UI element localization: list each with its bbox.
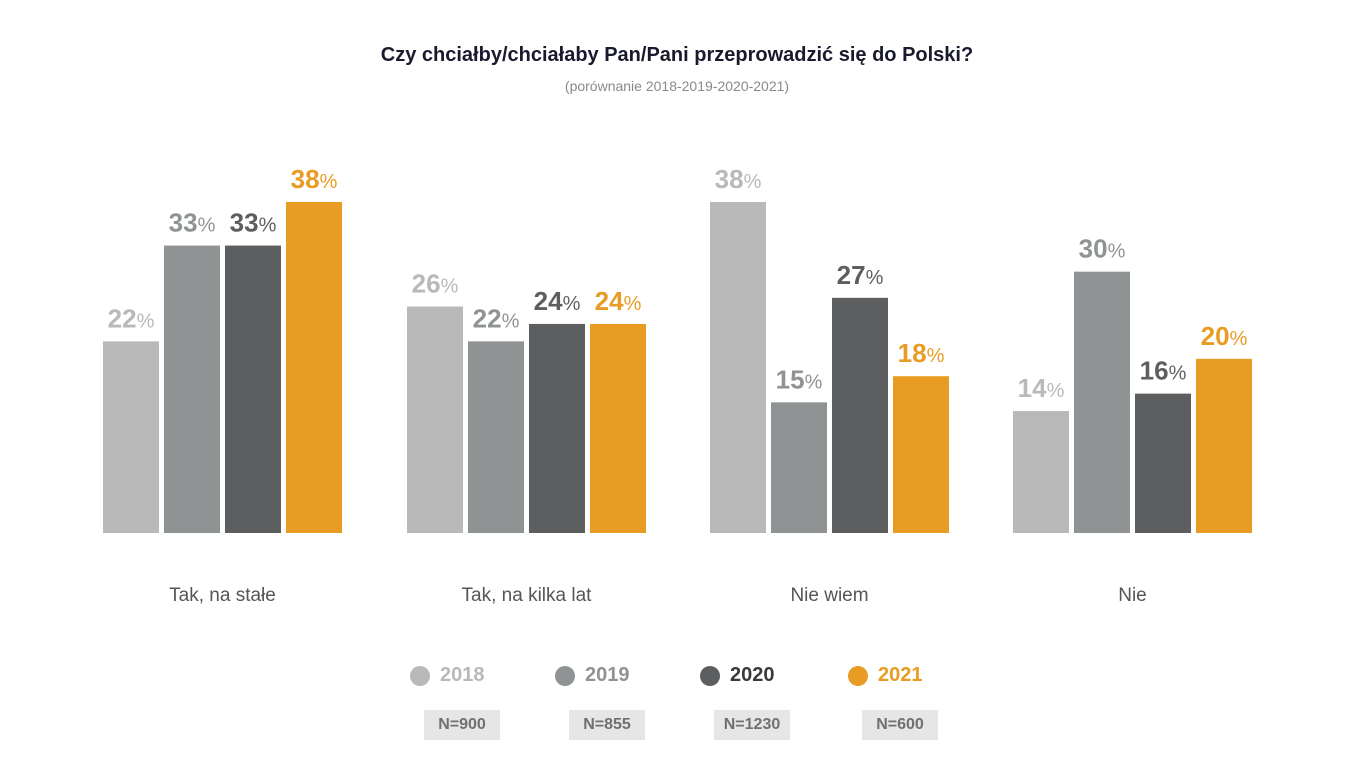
data-label-2021-1: 38% xyxy=(291,164,338,194)
legend-item-2018: 2018 N=900 xyxy=(410,660,560,770)
data-label-2018-1: 22% xyxy=(108,303,155,333)
bar-2021-4 xyxy=(1196,358,1252,533)
legend: 2018 N=900 2019 N=855 2020 N=1230 2021 N=600 xyxy=(0,660,1354,770)
legend-sample-size: N=855 xyxy=(569,710,645,740)
data-label-2018-2: 26% xyxy=(412,269,459,299)
data-label-2019-3: 15% xyxy=(776,364,823,394)
bar-2021-3 xyxy=(893,376,949,533)
legend-item-2021: 2021 N=600 xyxy=(848,660,998,770)
category-label-4: Nie xyxy=(1118,585,1147,606)
legend-item-2020: 2020 N=1230 xyxy=(700,660,850,770)
legend-item-2019: 2019 N=855 xyxy=(555,660,705,770)
category-label-2: Tak, na kilka lat xyxy=(462,585,593,606)
legend-dot-icon xyxy=(555,666,575,686)
bar-2019-3 xyxy=(771,402,827,533)
bar-2019-1 xyxy=(164,245,220,534)
data-label-2020-3: 27% xyxy=(837,260,884,290)
data-label-2021-3: 18% xyxy=(898,338,945,368)
category-label-3: Nie wiem xyxy=(790,585,868,606)
legend-label: 2020 xyxy=(730,664,775,686)
data-label-2020-2: 24% xyxy=(534,286,581,316)
data-label-2020-1: 33% xyxy=(230,208,277,238)
data-label-2021-2: 24% xyxy=(595,286,642,316)
bar-2018-4 xyxy=(1013,411,1069,533)
category-label-1: Tak, na stałe xyxy=(169,585,276,606)
data-label-2018-3: 38% xyxy=(715,164,762,194)
legend-dot-icon xyxy=(848,666,868,686)
legend-label: 2019 xyxy=(585,664,630,686)
legend-dot-icon xyxy=(700,666,720,686)
chart-title: Czy chciałby/chciałaby Pan/Pani przeprow… xyxy=(380,44,974,66)
data-label-2021-4: 20% xyxy=(1201,321,1248,351)
chart-subtitle: (porównanie 2018-2019-2020-2021) xyxy=(564,78,790,94)
legend-sample-size: N=1230 xyxy=(714,710,790,740)
data-label-2019-2: 22% xyxy=(473,303,520,333)
legend-sample-size: N=900 xyxy=(424,710,500,740)
bar-2018-3 xyxy=(710,202,766,533)
bar-2019-2 xyxy=(468,341,524,533)
data-label-2019-1: 33% xyxy=(169,208,216,238)
bar-2020-1 xyxy=(225,245,281,534)
legend-dot-icon xyxy=(410,666,430,686)
legend-sample-size: N=600 xyxy=(862,710,938,740)
bar-chart: 22% 33% 33% 38% Tak, na stałe 26% 22% 24% 24% Tak… xyxy=(103,164,1252,606)
bar-2019-4 xyxy=(1074,271,1130,533)
bar-2020-3 xyxy=(832,297,888,533)
bar-2021-2 xyxy=(590,323,646,533)
bar-2021-1 xyxy=(286,202,342,533)
data-label-2019-4: 30% xyxy=(1079,234,1126,264)
legend-label: 2021 xyxy=(878,664,923,686)
bar-2018-2 xyxy=(407,306,463,533)
legend-label: 2018 xyxy=(440,664,485,686)
bar-2020-4 xyxy=(1135,393,1191,533)
data-label-2018-4: 14% xyxy=(1018,373,1065,403)
bar-2020-2 xyxy=(529,323,585,533)
data-label-2020-4: 16% xyxy=(1140,356,1187,386)
bar-2018-1 xyxy=(103,341,159,533)
